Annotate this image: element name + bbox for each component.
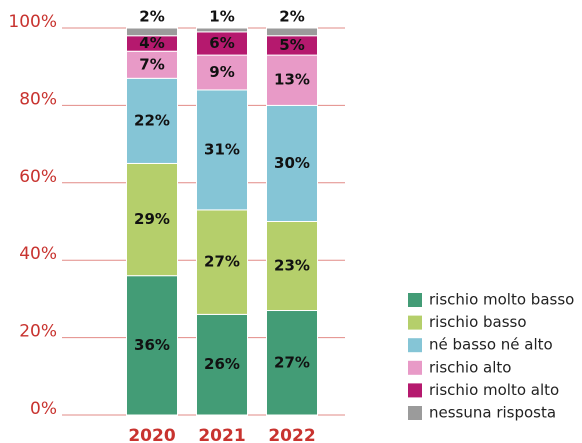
data-label: 4% (139, 34, 164, 52)
data-label: 36% (134, 336, 170, 354)
x-tick-label: 2021 (198, 426, 245, 443)
data-label: 13% (274, 71, 310, 89)
y-tick-label: 40% (19, 244, 57, 264)
data-label: 2% (139, 8, 164, 26)
y-tick-label: 80% (19, 89, 57, 109)
legend-swatch (408, 383, 422, 398)
bar-segment (126, 77, 178, 164)
legend-label: rischio molto basso (429, 291, 574, 309)
bar-segment (126, 275, 178, 416)
data-label: 27% (204, 253, 240, 271)
bar-segment (196, 209, 248, 315)
data-label: 31% (204, 140, 240, 158)
bar-segment (196, 54, 248, 91)
data-label: 6% (209, 34, 234, 52)
y-tick-label: 100% (8, 12, 57, 32)
legend-swatch (408, 338, 422, 353)
bar-segment (266, 27, 318, 37)
bar-segment (196, 27, 248, 33)
legend-swatch (408, 315, 422, 330)
data-label: 5% (279, 36, 304, 54)
bar-segment (126, 162, 178, 277)
data-label: 30% (274, 154, 310, 172)
legend-swatch (408, 360, 422, 375)
legend-label: rischio molto alto (429, 381, 559, 399)
data-label: 26% (204, 355, 240, 373)
data-label: 7% (139, 55, 164, 73)
bar-segment (266, 104, 318, 222)
legend-label: nessuna risposta (429, 404, 556, 422)
data-label: 9% (209, 63, 234, 81)
x-tick-label: 2020 (128, 426, 175, 443)
data-label: 22% (134, 111, 170, 129)
data-label: 1% (209, 8, 234, 26)
y-tick-label: 0% (30, 399, 57, 419)
data-label: 27% (274, 353, 310, 371)
x-tick-label: 2022 (268, 426, 315, 443)
legend-swatch (408, 406, 422, 420)
bar-segment (126, 27, 178, 37)
bar-segment (196, 313, 248, 416)
legend-swatch (408, 293, 422, 307)
y-tick-label: 60% (19, 167, 57, 187)
data-label: 23% (274, 257, 310, 275)
bar-segment (266, 221, 318, 312)
legend-label: rischio alto (429, 358, 511, 376)
legend-label: né basso né alto (429, 336, 553, 354)
data-label: 2% (279, 8, 304, 26)
bar-segment (266, 54, 318, 106)
y-tick-label: 20% (19, 322, 57, 342)
data-label: 29% (134, 210, 170, 228)
legend-label: rischio basso (429, 313, 527, 331)
